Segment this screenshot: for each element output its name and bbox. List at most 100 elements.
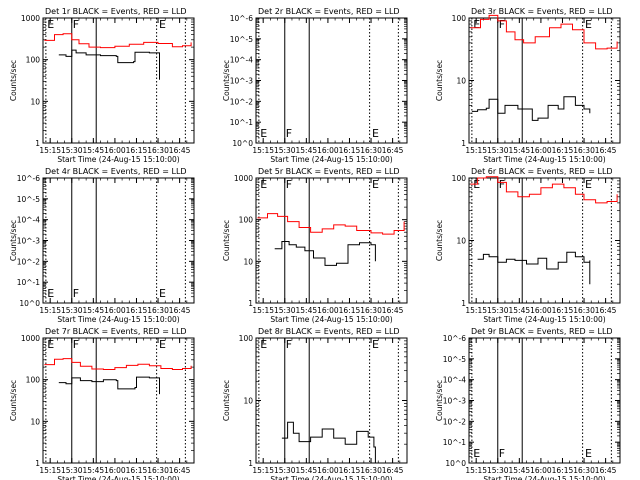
y-tick-label: 10^-6 [17,174,41,183]
event-marker-label: E [159,18,166,31]
y-tick-label: 10^-5 [230,35,254,44]
event-marker-label: E [260,338,267,351]
x-tick-label: 16:45 [169,146,191,155]
panel-det-2: Det 2r BLACK = Events, RED = LLD 10^0 10^-… [222,7,408,164]
panel-title: Det 3r BLACK = Events, RED = LLD [471,7,613,16]
panel-det-8: Det 8r BLACK = Events, RED = LLD 1 10 100 Co… [222,327,408,480]
y-tick-label: 10^-5 [443,355,467,364]
x-tick-label: 16:45 [169,466,191,475]
y-tick-label: 10^-3 [17,237,41,246]
y-tick-label: 10^-5 [17,195,41,204]
x-axis-label: Start Time (24-Aug-15 15:10:00) [57,475,179,480]
x-tick-label: 15:30 [61,466,83,475]
y-tick-label: 10^0 [19,299,40,308]
x-axis-label: Start Time (24-Aug-15 15:10:00) [270,315,392,324]
y-tick-label: 100 [239,216,254,225]
y-axis-label: Counts/sec [222,380,231,421]
x-tick-label: 16:15 [126,146,148,155]
x-tick-label: 16:45 [595,146,617,155]
plot-frame [255,177,408,304]
series-lld-line [44,33,192,49]
y-tick-label: 1000 [21,334,40,343]
x-tick-label: 16:00 [104,306,126,315]
event-marker-label: F [286,127,292,140]
y-tick-label: 10^-2 [443,417,467,426]
panel-det-9: Det 9r BLACK = Events, RED = LLD 10^0 10^-… [435,327,621,480]
x-tick-label: 15:15 [39,146,61,155]
x-tick-label: 16:00 [104,466,126,475]
y-tick-label: 1 [35,459,40,468]
x-axis-label: Start Time (24-Aug-15 15:10:00) [57,315,179,324]
event-marker-label: F [73,18,79,31]
y-tick-label: 10^-4 [443,376,467,385]
x-tick-label: 16:00 [530,306,552,315]
panel-title: Det 4r BLACK = Events, RED = LLD [45,167,187,176]
x-tick-label: 16:00 [317,146,339,155]
panel-title: Det 5r BLACK = Events, RED = LLD [258,167,400,176]
x-axis-label: Start Time (24-Aug-15 15:10:00) [270,475,392,480]
x-tick-label: 16:15 [552,466,574,475]
x-tick-label: 16:45 [169,306,191,315]
panel-title: Det 7r BLACK = Events, RED = LLD [45,327,187,336]
x-tick-label: 15:45 [296,466,318,475]
x-tick-label: 15:45 [509,146,531,155]
x-tick-label: 16:30 [360,146,382,155]
y-axis-label: Counts/sec [435,380,444,421]
x-tick-label: 16:15 [126,306,148,315]
panel-title: Det 8r BLACK = Events, RED = LLD [258,327,400,336]
event-marker-label: E [372,178,379,191]
y-axis-label: Counts/sec [9,220,18,261]
series-lld-line [470,14,618,50]
y-tick-label: 10^0 [232,139,253,148]
panel-title: Det 2r BLACK = Events, RED = LLD [258,7,400,16]
x-tick-label: 15:30 [274,146,296,155]
x-tick-label: 16:15 [339,146,361,155]
series-events-line [281,421,376,463]
event-marker-label: E [473,18,480,31]
event-marker-label: E [159,287,166,300]
y-tick-label: 10^0 [445,459,466,468]
x-tick-label: 16:45 [382,466,404,475]
y-tick-label: 10 [30,97,40,106]
x-tick-label: 16:00 [317,466,339,475]
y-tick-label: 10 [456,77,466,86]
y-tick-label: 100 [26,56,41,65]
x-tick-label: 16:45 [382,306,404,315]
x-axis-label: Start Time (24-Aug-15 15:10:00) [57,155,179,164]
event-marker-label: E [159,338,166,351]
x-tick-label: 15:30 [487,306,509,315]
panel-title: Det 9r BLACK = Events, RED = LLD [471,327,613,336]
y-tick-label: 10 [456,237,466,246]
x-tick-label: 16:45 [595,466,617,475]
y-tick-label: 10^-2 [17,257,41,266]
event-marker-label: F [286,338,292,351]
panel-det-7: Det 7r BLACK = Events, RED = LLD 1 10 100 10… [9,327,195,480]
y-tick-label: 10^-3 [443,397,467,406]
event-marker-label: E [47,287,54,300]
event-marker-label: E [260,127,267,140]
series-events-line [58,49,160,80]
y-axis-label: Counts/sec [9,60,18,101]
x-tick-label: 16:30 [147,466,169,475]
y-tick-label: 100 [26,376,41,385]
y-tick-label: 10 [243,257,253,266]
x-tick-label: 16:30 [360,306,382,315]
y-axis-label: Counts/sec [222,60,231,101]
event-marker-label: E [47,338,54,351]
panel-title: Det 1r BLACK = Events, RED = LLD [45,7,187,16]
y-tick-label: 10^-1 [17,278,41,287]
x-tick-label: 15:45 [296,306,318,315]
plot-frame [42,177,195,304]
event-marker-label: F [73,338,79,351]
plot-frame [42,337,195,464]
event-marker-label: E [585,447,592,460]
x-tick-label: 16:30 [573,466,595,475]
x-tick-label: 15:15 [465,306,487,315]
event-marker-label: F [499,178,505,191]
x-axis-label: Start Time (24-Aug-15 15:10:00) [483,155,605,164]
y-tick-label: 10^-4 [230,56,254,65]
x-tick-label: 15:45 [83,146,105,155]
event-marker-label: E [260,178,267,191]
x-tick-label: 16:00 [530,466,552,475]
